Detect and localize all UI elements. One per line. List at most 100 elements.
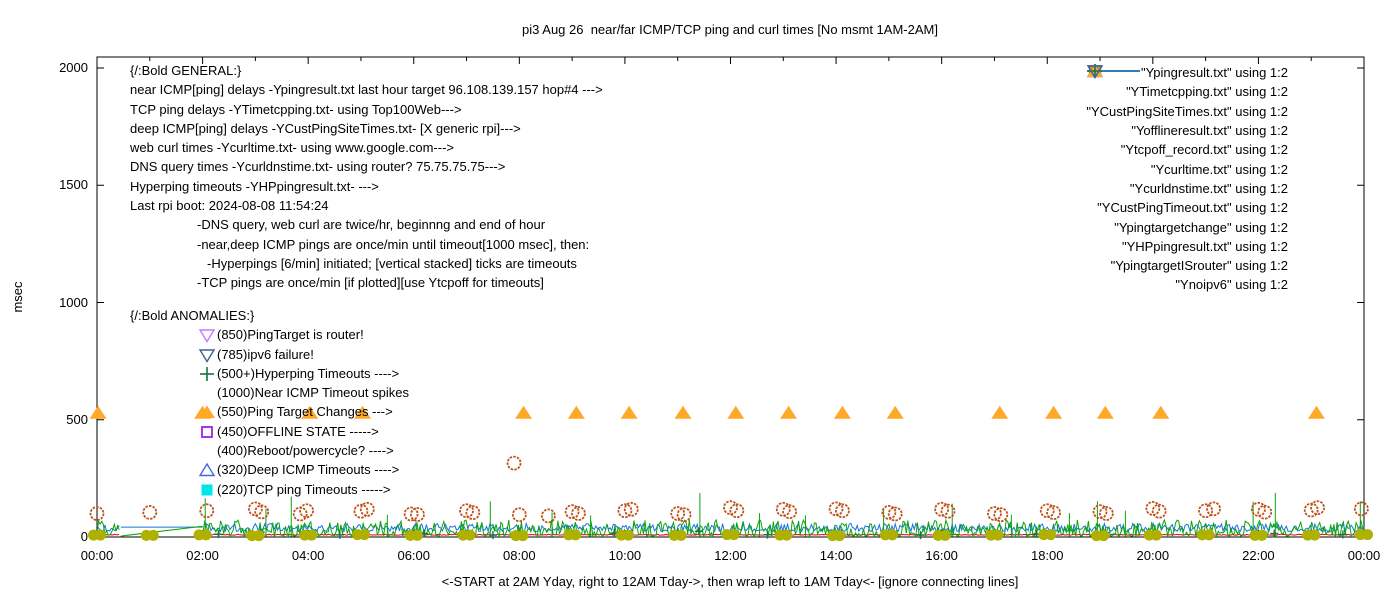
anomaly-label: (500+)Hyperping Timeouts ----> <box>217 365 400 381</box>
anomaly-plus-icon <box>198 366 216 382</box>
legend-row: "Ycurldnstime.txt" using 1:2 <box>1086 65 1354 198</box>
y-tick-label: 1500 <box>59 177 88 193</box>
legend-label: "YCustPingSiteTimes.txt" using 1:2 <box>1086 103 1288 119</box>
curl-time-marker <box>993 507 1009 523</box>
ping-target-change-marker <box>620 405 638 419</box>
x-tick-label: 12:00 <box>714 548 747 563</box>
curl-time-marker <box>1257 504 1273 520</box>
legend-label: "YCustPingTimeout.txt" using 1:2 <box>1097 200 1288 216</box>
ping-target-change-marker <box>1152 405 1170 419</box>
curl-time-marker <box>1198 503 1214 519</box>
ping-target-change-marker <box>515 405 533 419</box>
anomaly-label: (785)ipv6 failure! <box>217 346 314 362</box>
anomaly-label: (400)Reboot/powercycle? ----> <box>217 443 394 459</box>
anomaly-row: (450)OFFLINE STATE -----> <box>130 422 409 441</box>
curl-time-marker <box>540 508 556 524</box>
tcp-ping-line <box>96 519 120 536</box>
curl-time-marker <box>1310 500 1325 516</box>
dns-time-marker <box>306 529 318 541</box>
legend-label: "Ycurltime.txt" using 1:2 <box>1150 161 1288 177</box>
dns-time-marker <box>1045 529 1057 541</box>
curl-time-marker <box>511 507 527 523</box>
x-tick-label: 08:00 <box>503 548 536 563</box>
dns-time-marker <box>1098 530 1110 542</box>
curl-time-marker <box>1251 501 1266 517</box>
dns-time-marker <box>253 530 265 542</box>
square-filled-icon <box>201 484 213 496</box>
x-tick-label: 16:00 <box>925 548 958 563</box>
dns-time-marker <box>728 529 740 541</box>
dns-time-marker <box>95 529 106 541</box>
x-tick-label: 04:00 <box>291 548 325 563</box>
anomaly-row: (220)TCP ping Timeouts -----> <box>130 480 409 499</box>
legend-row: "YHPpingresult.txt" using 1:2 <box>1086 64 1354 256</box>
dns-time-marker <box>1362 529 1373 541</box>
dns-time-marker <box>147 529 159 541</box>
curl-time-marker <box>506 455 522 471</box>
y-tick-label: 1000 <box>59 294 88 310</box>
dns-time-marker <box>464 529 476 541</box>
x-axis-label: <-START at 2AM Yday, right to 12AM Tday-… <box>441 574 1019 589</box>
dns-time-marker <box>570 529 582 541</box>
curl-time-marker <box>359 501 375 517</box>
curl-time-marker <box>987 506 1002 521</box>
ping-target-change-marker <box>833 405 851 419</box>
curl-time-marker <box>881 504 897 520</box>
curl-time-marker <box>299 503 314 519</box>
dns-time-marker <box>1256 529 1268 541</box>
x-tick-label: 18:00 <box>1030 548 1064 563</box>
curl-time-marker <box>199 503 215 519</box>
anomaly-triangle-down-open-icon <box>198 347 216 363</box>
curl-time-marker <box>835 503 850 519</box>
curl-time-marker <box>89 506 105 521</box>
ping-target-change-marker <box>780 405 798 419</box>
x-tick-label: 00:00 <box>1347 548 1381 563</box>
general-note-line: -TCP pings are once/min [if plotted][use… <box>197 275 544 291</box>
legend-row: "YpingtargetISrouter" using 1:2 <box>1086 65 1354 275</box>
legend-label: "YpingtargetISrouter" using 1:2 <box>1110 258 1288 274</box>
general-note-line: -near,deep ICMP pings are once/min until… <box>197 236 590 252</box>
x-tick-label: 10:00 <box>608 548 642 563</box>
legend-label: "Ynoipv6" using 1:2 <box>1175 277 1288 293</box>
x-tick-label: 14:00 <box>819 548 853 563</box>
general-note-line: deep ICMP[ping] delays -YCustPingSiteTim… <box>130 120 521 136</box>
ping-target-change-marker <box>727 405 745 419</box>
general-note-line: Last rpi boot: 2024-08-08 11:54:24 <box>130 198 329 214</box>
x-tick-label: 00:00 <box>80 548 114 563</box>
dns-time-marker <box>411 529 423 541</box>
anomaly-row: (550)Ping Target Changes ---> <box>130 402 409 421</box>
dns-time-marker <box>781 529 793 541</box>
curl-time-marker <box>571 506 586 521</box>
dns-time-marker <box>200 529 212 541</box>
ping-target-change-marker <box>991 405 1009 419</box>
curl-time-marker <box>410 507 425 522</box>
dns-time-marker <box>1309 529 1321 541</box>
curl-time-marker <box>465 505 481 521</box>
legend-label: "YTimetcpping.txt" using 1:2 <box>1126 84 1288 100</box>
anomaly-label: (220)TCP ping Timeouts -----> <box>217 481 391 497</box>
anomaly-label: (850)PingTarget is router! <box>217 327 364 343</box>
anomaly-row: (500+)Hyperping Timeouts ----> <box>130 364 409 383</box>
curl-time-marker <box>247 501 263 517</box>
curl-time-marker <box>254 504 270 520</box>
general-note-line: TCP ping delays -YTimetcpping.txt- using… <box>130 101 462 117</box>
general-note-line: -DNS query, web curl are twice/hr, begin… <box>197 217 546 233</box>
curl-time-marker <box>934 501 950 517</box>
legend-row: "YCustPingSiteTimes.txt" using 1:2 <box>1086 70 1354 121</box>
general-note-line: {/:Bold GENERAL:} <box>130 63 242 78</box>
anomaly-triangle-down-open-icon <box>198 327 216 344</box>
legend-label: "YHPpingresult.txt" using 1:2 <box>1121 238 1288 254</box>
curl-time-marker <box>403 506 419 522</box>
legend-row: "YTimetcpping.txt" using 1:2 <box>1086 70 1354 101</box>
curl-time-marker <box>1303 502 1319 518</box>
ping-target-change-marker <box>354 405 372 419</box>
legend-row: "Ycurltime.txt" using 1:2 <box>1086 64 1354 178</box>
curl-time-marker <box>1039 503 1055 519</box>
legend-row: "Ynoipv6" using 1:2 <box>1086 65 1354 294</box>
anomaly-triangle-up-filled-icon <box>198 404 216 420</box>
x-tick-label: 20:00 <box>1136 548 1170 563</box>
anomaly-row: (1000)Near ICMP Timeout spikes <box>130 383 409 402</box>
curl-time-marker <box>353 503 369 519</box>
curl-time-marker <box>670 506 686 521</box>
